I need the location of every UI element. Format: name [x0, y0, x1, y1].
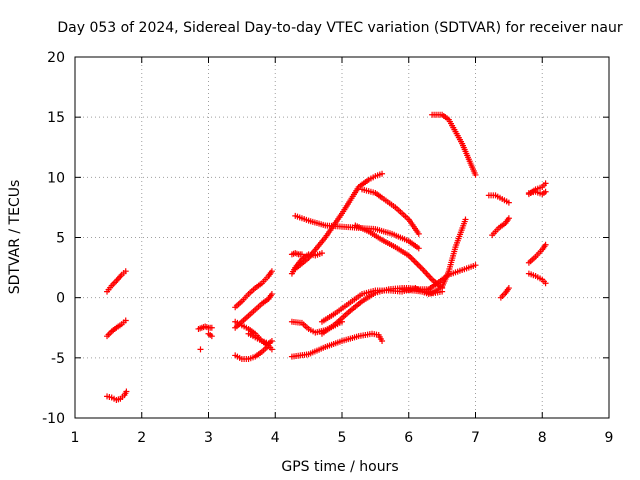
data-point [123, 388, 130, 395]
data-point [416, 262, 423, 269]
series-track [288, 250, 305, 258]
data-point [268, 291, 275, 298]
data-point [505, 215, 512, 222]
x-tick-label: 3 [204, 430, 213, 446]
y-tick-label: 20 [47, 50, 65, 66]
series-track [232, 268, 275, 311]
grid [75, 57, 609, 418]
data-point [122, 268, 129, 275]
data-point [208, 333, 215, 340]
series-track [104, 388, 130, 403]
x-tick-label: 9 [605, 430, 614, 446]
series-track [485, 192, 512, 206]
y-axis-label: SDTVAR / TECUs [7, 180, 23, 295]
data-point [268, 268, 275, 275]
y-tick-label: -10 [42, 411, 65, 427]
series-track [318, 262, 479, 337]
data-point [318, 250, 325, 257]
y-tick-label: 0 [56, 291, 65, 307]
data-point [379, 170, 386, 177]
y-tick-label: 10 [47, 170, 65, 186]
x-tick-label: 2 [137, 430, 146, 446]
series-track [497, 285, 512, 301]
series-track [104, 268, 129, 295]
data-point [413, 259, 420, 266]
data-point [542, 188, 549, 195]
series-track [359, 186, 422, 237]
series-track [232, 291, 275, 331]
plot-frame [74, 56, 610, 419]
data-point [410, 256, 417, 263]
data-marks [104, 111, 549, 403]
series-track [525, 241, 549, 266]
series-track [288, 330, 386, 360]
series-track [104, 317, 129, 340]
data-point [505, 199, 512, 206]
data-point [439, 288, 446, 295]
series-track [525, 188, 549, 198]
x-tick-label: 4 [271, 430, 280, 446]
data-point [208, 324, 215, 331]
x-tick-label: 1 [71, 430, 80, 446]
series-track [232, 342, 272, 363]
data-point [472, 262, 479, 269]
series-track [245, 330, 275, 347]
series-track [195, 323, 215, 332]
series-track [205, 330, 215, 340]
data-point [268, 337, 275, 344]
y-tick-label: 15 [47, 110, 65, 126]
series-track [292, 212, 422, 252]
x-tick-label: 7 [471, 430, 480, 446]
data-point [417, 264, 424, 271]
data-point [472, 171, 479, 178]
chart-title: Day 053 of 2024, Sidereal Day-to-day VTE… [57, 20, 623, 36]
data-point [298, 251, 305, 258]
data-point [197, 346, 204, 353]
series-track [429, 111, 479, 178]
x-tick-label: 6 [404, 430, 413, 446]
data-point [415, 230, 422, 237]
data-point [415, 245, 422, 252]
data-point [542, 280, 549, 287]
data-point [408, 255, 415, 262]
y-tick-label: 5 [56, 231, 65, 247]
data-point [505, 285, 512, 292]
data-point [411, 258, 418, 265]
data-point [414, 261, 421, 268]
data-point [542, 180, 549, 187]
data-point [379, 337, 386, 344]
x-axis-ticks: 1 2 3 4 5 6 7 8 9 [71, 57, 614, 446]
data-point [268, 346, 275, 353]
y-axis-ticks: -10 -5 0 5 10 15 20 [42, 50, 609, 427]
x-tick-label: 8 [538, 430, 547, 446]
data-point [542, 241, 549, 248]
data-point [462, 216, 469, 223]
series-track [352, 222, 446, 292]
series-track [525, 270, 549, 287]
series-track [399, 286, 446, 298]
series-track [318, 216, 469, 325]
y-tick-label: -5 [51, 351, 65, 367]
series-track [197, 346, 204, 353]
x-tick-label: 5 [338, 430, 347, 446]
series-track [489, 215, 512, 239]
data-point [122, 317, 129, 324]
series-track [292, 170, 386, 272]
x-axis-label: GPS time / hours [281, 459, 398, 475]
